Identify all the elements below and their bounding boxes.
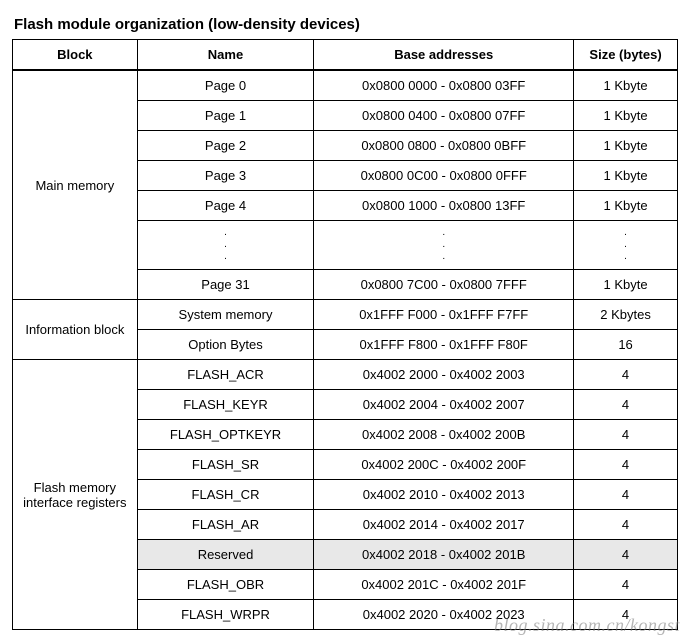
cell-name: FLASH_AR	[137, 510, 314, 540]
cell-addr: 0x1FFF F800 - 0x1FFF F80F	[314, 330, 574, 360]
cell-name: Page 3	[137, 161, 314, 191]
cell-size: 4	[574, 450, 678, 480]
cell-addr: 0x0800 0400 - 0x0800 07FF	[314, 101, 574, 131]
cell-addr: 0x4002 2020 - 0x4002 2023	[314, 600, 574, 630]
cell-name: FLASH_KEYR	[137, 390, 314, 420]
cell-name: System memory	[137, 300, 314, 330]
cell-size: 1 Kbyte	[574, 161, 678, 191]
col-size: Size (bytes)	[574, 40, 678, 71]
cell-name: FLASH_OBR	[137, 570, 314, 600]
col-block: Block	[13, 40, 138, 71]
cell-addr: 0x0800 0800 - 0x0800 0BFF	[314, 131, 574, 161]
block-label: Flash memory interface registers	[13, 360, 138, 630]
cell-name: Reserved	[137, 540, 314, 570]
cell-addr: 0x4002 2004 - 0x4002 2007	[314, 390, 574, 420]
cell-size: 4	[574, 570, 678, 600]
table-row: Information blockSystem memory0x1FFF F00…	[13, 300, 678, 330]
ellipsis-cell: ...	[314, 221, 574, 270]
cell-size: 4	[574, 360, 678, 390]
cell-size: 1 Kbyte	[574, 191, 678, 221]
cell-size: 1 Kbyte	[574, 70, 678, 101]
cell-size: 4	[574, 540, 678, 570]
table-row: Main memoryPage 00x0800 0000 - 0x0800 03…	[13, 70, 678, 101]
cell-size: 1 Kbyte	[574, 131, 678, 161]
cell-addr: 0x0800 0000 - 0x0800 03FF	[314, 70, 574, 101]
cell-name: Page 1	[137, 101, 314, 131]
cell-size: 4	[574, 600, 678, 630]
cell-name: FLASH_OPTKEYR	[137, 420, 314, 450]
table-row: Flash memory interface registersFLASH_AC…	[13, 360, 678, 390]
cell-size: 1 Kbyte	[574, 101, 678, 131]
flash-org-table: Block Name Base addresses Size (bytes) M…	[12, 39, 678, 630]
cell-addr: 0x0800 7C00 - 0x0800 7FFF	[314, 270, 574, 300]
cell-addr: 0x4002 2000 - 0x4002 2003	[314, 360, 574, 390]
cell-addr: 0x4002 2018 - 0x4002 201B	[314, 540, 574, 570]
cell-addr: 0x4002 200C - 0x4002 200F	[314, 450, 574, 480]
cell-name: Page 4	[137, 191, 314, 221]
cell-name: FLASH_WRPR	[137, 600, 314, 630]
cell-name: Option Bytes	[137, 330, 314, 360]
table-header-row: Block Name Base addresses Size (bytes)	[13, 40, 678, 71]
cell-name: FLASH_SR	[137, 450, 314, 480]
cell-addr: 0x4002 201C - 0x4002 201F	[314, 570, 574, 600]
cell-name: Page 31	[137, 270, 314, 300]
cell-addr: 0x1FFF F000 - 0x1FFF F7FF	[314, 300, 574, 330]
cell-size: 1 Kbyte	[574, 270, 678, 300]
cell-size: 16	[574, 330, 678, 360]
cell-size: 2 Kbytes	[574, 300, 678, 330]
block-label: Main memory	[13, 70, 138, 300]
cell-addr: 0x4002 2014 - 0x4002 2017	[314, 510, 574, 540]
cell-size: 4	[574, 420, 678, 450]
cell-name: Page 0	[137, 70, 314, 101]
cell-size: 4	[574, 390, 678, 420]
cell-size: 4	[574, 510, 678, 540]
cell-addr: 0x4002 2008 - 0x4002 200B	[314, 420, 574, 450]
cell-name: FLASH_ACR	[137, 360, 314, 390]
cell-addr: 0x0800 0C00 - 0x0800 0FFF	[314, 161, 574, 191]
cell-addr: 0x4002 2010 - 0x4002 2013	[314, 480, 574, 510]
cell-addr: 0x0800 1000 - 0x0800 13FF	[314, 191, 574, 221]
col-addr: Base addresses	[314, 40, 574, 71]
ellipsis-cell: ...	[137, 221, 314, 270]
cell-name: FLASH_CR	[137, 480, 314, 510]
col-name: Name	[137, 40, 314, 71]
table-title: Flash module organization (low-density d…	[14, 16, 678, 33]
ellipsis-cell: ...	[574, 221, 678, 270]
cell-size: 4	[574, 480, 678, 510]
cell-name: Page 2	[137, 131, 314, 161]
block-label: Information block	[13, 300, 138, 360]
